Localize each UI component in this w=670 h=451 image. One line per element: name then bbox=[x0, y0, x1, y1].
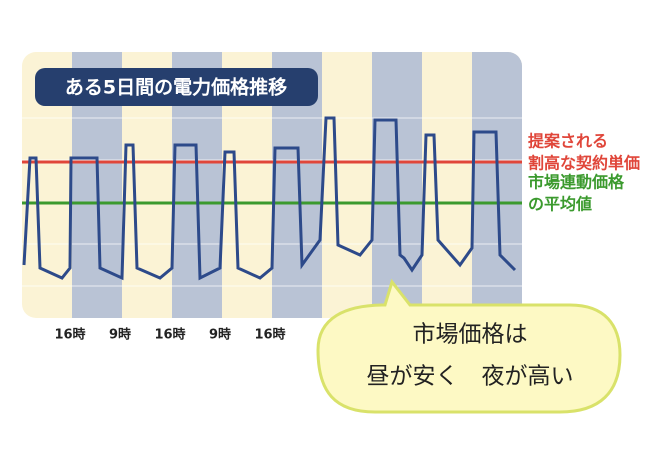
callout-bubble bbox=[316, 278, 622, 414]
x-tick-label: 9時 bbox=[109, 327, 131, 343]
callout-text: 市場価格は bbox=[413, 322, 528, 348]
x-tick-label: 16時 bbox=[54, 327, 85, 343]
reference-label: 割高な契約単価 bbox=[528, 154, 640, 173]
x-tick-label: 9時 bbox=[209, 327, 231, 343]
reference-label: の平均値 bbox=[528, 195, 592, 214]
reference-label: 市場連動価格 bbox=[528, 173, 625, 192]
x-tick-label: 16時 bbox=[154, 327, 185, 343]
x-tick-label: 16時 bbox=[254, 327, 285, 343]
reference-label: 提案される bbox=[528, 132, 608, 151]
title-badge bbox=[35, 68, 318, 106]
price-line bbox=[22, 116, 517, 281]
chart-title: ある5日間の電力価格推移 bbox=[65, 76, 287, 99]
callout-text: 昼が安く 夜が高い bbox=[367, 364, 574, 390]
